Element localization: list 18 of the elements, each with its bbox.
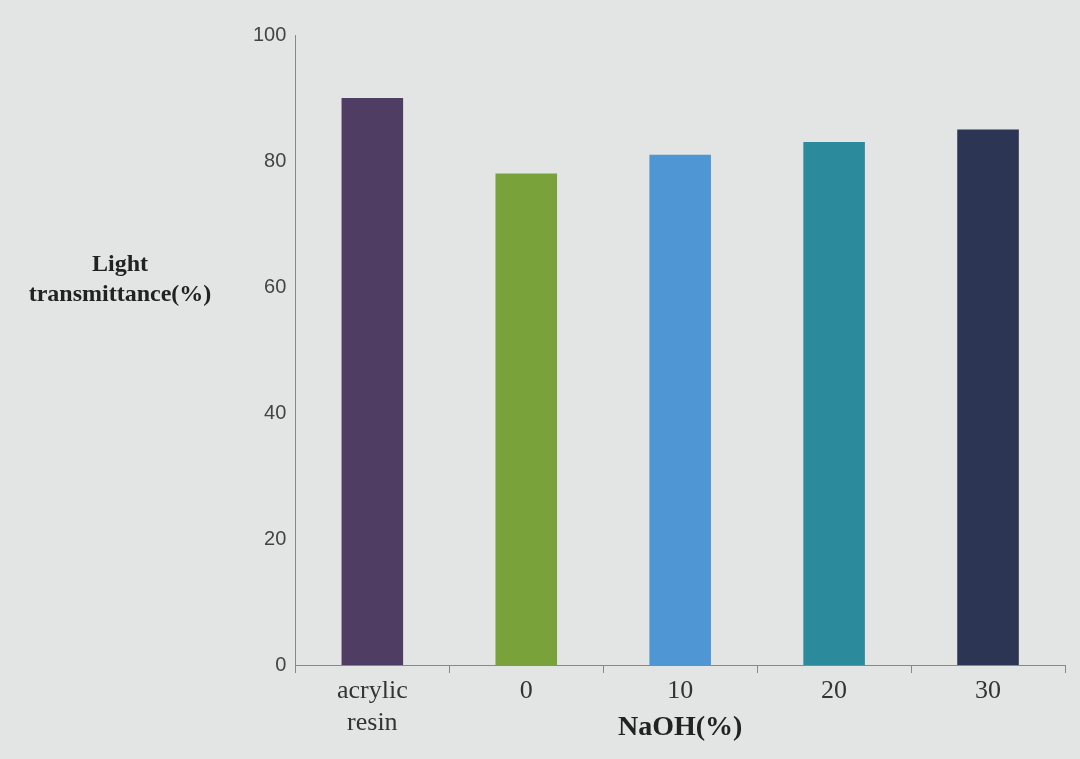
bar (803, 142, 865, 665)
y-tick-label: 0 (275, 652, 287, 675)
x-tick-label: 30 (975, 675, 1002, 705)
bar (495, 173, 558, 665)
y-tick-label: 40 (264, 400, 287, 423)
bar (957, 129, 1019, 665)
bar (341, 98, 404, 665)
y-axis-title: Light transmittance(%) (27, 249, 213, 308)
x-tick-label: acrylic resin (336, 675, 408, 736)
x-tick-label: 20 (821, 675, 848, 705)
bar (649, 154, 711, 665)
y-tick-label: 20 (264, 526, 287, 549)
y-tick-label: 100 (252, 22, 287, 45)
y-tick-label: 60 (264, 274, 287, 297)
x-tick-label: 0 (519, 675, 533, 705)
x-tick-label: 10 (667, 675, 694, 705)
y-tick-label: 80 (264, 148, 287, 171)
x-axis-title: NaOH(%) (617, 710, 743, 742)
